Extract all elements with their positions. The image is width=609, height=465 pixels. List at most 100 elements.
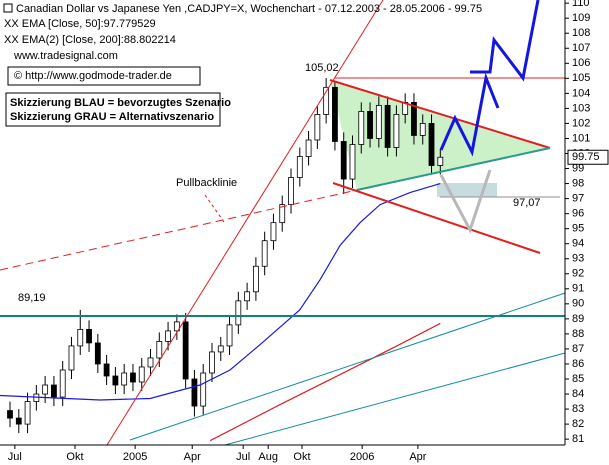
candle-body bbox=[384, 104, 391, 148]
pullback-line bbox=[0, 189, 358, 271]
candle-body bbox=[428, 123, 435, 166]
y-tick-label: 99 bbox=[572, 162, 584, 174]
candle-body bbox=[7, 410, 13, 419]
trendlines bbox=[0, 0, 566, 446]
y-tick-label: 101 bbox=[572, 132, 590, 144]
candle-body bbox=[51, 384, 57, 398]
blue-scenario bbox=[470, 0, 540, 82]
candle-body bbox=[252, 265, 259, 293]
x-tick-label: 2006 bbox=[350, 451, 374, 463]
candle-body bbox=[147, 357, 154, 368]
y-tick-label: 91 bbox=[572, 283, 584, 295]
candle-body bbox=[24, 401, 31, 425]
candle-body bbox=[226, 324, 233, 347]
y-tick-label: 110 bbox=[572, 0, 590, 9]
y-tick-label: 106 bbox=[572, 57, 590, 69]
y-tick-label: 95 bbox=[572, 223, 584, 235]
candle-body bbox=[191, 378, 198, 407]
candle-body bbox=[288, 177, 294, 206]
blue-scenario bbox=[439, 72, 500, 157]
candle-body bbox=[235, 300, 242, 326]
candle-body bbox=[165, 330, 171, 342]
y-tick-label: 94 bbox=[572, 238, 584, 250]
y-tick-label: 105 bbox=[572, 72, 590, 84]
y-tick-label: 87 bbox=[572, 343, 584, 355]
y-tick-label: 82 bbox=[572, 418, 584, 430]
candle-body bbox=[349, 144, 356, 180]
x-tick-label: Aug bbox=[258, 451, 278, 463]
trend-line bbox=[106, 0, 384, 446]
candle-body bbox=[296, 156, 303, 178]
candle-body bbox=[279, 204, 286, 224]
y-tick-label: 89 bbox=[572, 313, 584, 325]
candle-body bbox=[367, 111, 373, 139]
url-box bbox=[7, 66, 201, 86]
candle-body bbox=[358, 111, 365, 145]
candle-body bbox=[270, 222, 277, 242]
candle-body bbox=[323, 86, 330, 115]
y-tick-label: 96 bbox=[572, 208, 584, 220]
y-tick-label: 107 bbox=[572, 42, 590, 54]
x-tick-label: Jul bbox=[8, 451, 22, 463]
trend-line bbox=[129, 292, 566, 441]
annotation: 105,02 bbox=[305, 62, 339, 74]
y-tick-label: 81 bbox=[572, 433, 584, 445]
y-tick-label: 104 bbox=[572, 87, 590, 99]
candle-body bbox=[173, 321, 180, 332]
x-tick-label: 2005 bbox=[123, 451, 147, 463]
candle-body bbox=[94, 342, 101, 365]
y-tick-label: 93 bbox=[572, 253, 584, 265]
candle-body bbox=[182, 321, 189, 380]
candle-body bbox=[112, 375, 119, 386]
candle-body bbox=[314, 114, 321, 141]
y-tick-label: 98 bbox=[572, 177, 584, 189]
candle-body bbox=[138, 366, 145, 383]
annotation: 97,07 bbox=[513, 197, 541, 209]
candle-body bbox=[340, 141, 347, 180]
last-price-label: 99.75 bbox=[572, 151, 600, 163]
x-tick-label: Okt bbox=[293, 451, 310, 463]
last-price-box bbox=[567, 149, 609, 165]
candle-body bbox=[121, 372, 128, 386]
marks bbox=[0, 78, 444, 442]
candle-body bbox=[244, 291, 251, 302]
annotation: 89,19 bbox=[18, 292, 46, 304]
y-tick-label: 85 bbox=[572, 373, 584, 385]
candle-body bbox=[217, 345, 224, 353]
y-tick-label: 109 bbox=[572, 12, 590, 24]
candle-body bbox=[156, 341, 163, 359]
y-tick-label: 86 bbox=[572, 358, 584, 370]
triangle-upper bbox=[329, 79, 551, 149]
candle-body bbox=[437, 156, 444, 166]
gray-scenario bbox=[439, 169, 492, 234]
annotation: Skizzierung GRAU = Alternativszenario bbox=[10, 111, 214, 123]
channel-line bbox=[332, 182, 541, 254]
candle-body bbox=[77, 328, 84, 347]
ema-line bbox=[0, 183, 441, 401]
y-tick-label: 84 bbox=[572, 388, 584, 400]
y-tick-label: 90 bbox=[572, 298, 584, 310]
source: www.tradesignal.com bbox=[13, 50, 118, 62]
legend-entry: XX EMA [Close, 50]:97.779529 bbox=[4, 18, 156, 30]
candle-body bbox=[15, 417, 22, 425]
candle-body bbox=[59, 369, 66, 398]
candle-body bbox=[130, 372, 136, 383]
candle-body bbox=[393, 114, 400, 148]
candle-body bbox=[86, 328, 92, 344]
candle-body bbox=[200, 372, 207, 407]
candle-body bbox=[419, 123, 426, 136]
candle-body bbox=[332, 86, 338, 142]
trend-line bbox=[224, 352, 566, 446]
y-tick-label: 102 bbox=[572, 117, 590, 129]
annotation: Skizzierung BLAU = bevorzugtes Szenario bbox=[10, 97, 231, 109]
x-tick-label: Apr bbox=[409, 451, 426, 463]
y-tick-label: 92 bbox=[572, 268, 584, 280]
legend-box bbox=[5, 92, 221, 127]
annotation: © http://www.godmode-trader.de bbox=[14, 70, 172, 82]
candle-body bbox=[42, 384, 49, 395]
legend-entry: XX EMA(2) [Close, 200]:88.802214 bbox=[4, 34, 176, 46]
icon bbox=[3, 3, 13, 13]
candle-body bbox=[68, 345, 75, 371]
y-tick-label: 97 bbox=[572, 193, 584, 205]
